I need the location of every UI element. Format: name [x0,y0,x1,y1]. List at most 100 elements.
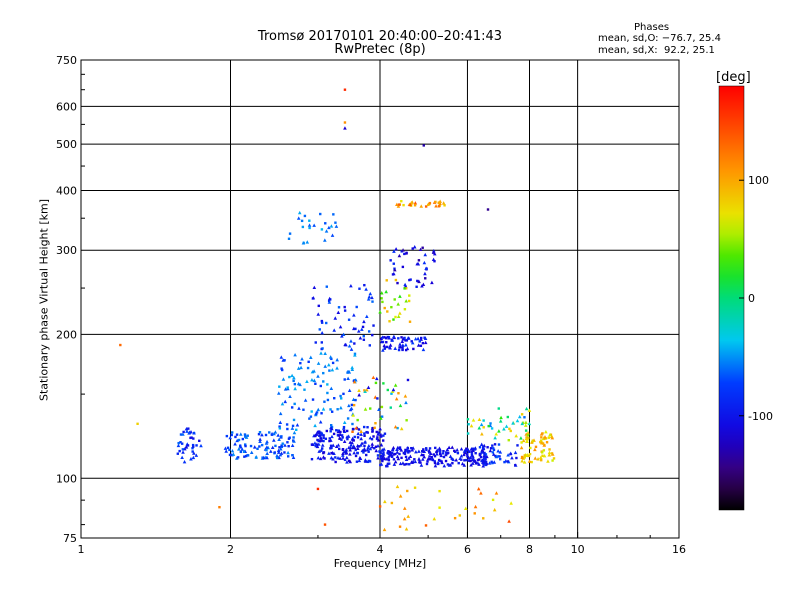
data-point [494,491,499,495]
data-point [448,454,453,458]
data-point [398,344,403,349]
data-point [265,455,269,460]
data-point [278,420,283,425]
data-point [406,489,409,493]
data-point [179,433,183,436]
data-point [421,341,425,345]
data-point [498,455,501,458]
data-point [258,437,262,441]
data-point [349,347,354,351]
data-point [374,445,378,448]
data-point [398,342,402,346]
legend-x-stats: mean, sd,X: 92.2, 25.1 [598,45,715,56]
data-point [524,406,529,411]
data-point [351,422,354,426]
data-point [396,456,401,461]
data-point [278,447,283,451]
y-tick-label: 200 [56,328,77,341]
data-point [297,210,302,215]
data-point [363,432,366,435]
data-point [276,433,280,437]
data-point [344,452,348,455]
data-point [347,388,352,392]
data-point [375,437,379,441]
data-point [493,436,497,440]
data-point [379,339,384,344]
data-point [343,342,347,347]
data-point [401,265,405,269]
data-point [388,346,392,350]
data-point [389,452,393,457]
data-point [386,335,389,339]
data-point [494,432,499,436]
data-point [256,447,259,450]
data-point [299,361,302,365]
data-point [417,449,421,453]
data-point [319,212,322,216]
data-point [317,304,320,308]
data-point [459,454,464,458]
x-tick-label: 2 [227,543,234,556]
data-point [422,455,427,459]
data-point [450,445,455,449]
data-point [349,283,353,288]
data-point [333,316,338,320]
data-point [331,443,335,447]
data-point [185,429,189,433]
data-point [315,411,319,414]
data-point [347,403,351,408]
data-point [433,260,436,263]
data-point [183,447,187,451]
data-point [548,448,551,451]
data-point [329,408,332,411]
data-point [320,449,323,452]
data-point [390,455,394,458]
data-point [316,312,321,316]
data-point [198,439,201,443]
data-point [325,285,328,288]
data-point [319,440,322,443]
data-point [334,221,337,224]
data-point [181,448,185,451]
data-point [283,443,287,447]
data-point [370,295,374,300]
data-point [362,319,366,324]
data-point [471,454,475,458]
data-point [439,453,443,458]
data-point [336,408,339,411]
data-point [388,320,391,323]
data-point [249,450,254,455]
data-point [366,385,371,389]
data-point [523,416,526,419]
data-point [524,436,529,441]
data-point [550,452,555,456]
data-point [507,438,510,442]
data-point [465,447,468,450]
data-point [353,435,356,439]
data-point [291,455,296,460]
data-point [382,343,387,348]
x-tick-label: 1 [78,543,85,556]
data-point [396,204,401,208]
data-point [349,443,353,447]
data-point [471,461,475,465]
data-point [358,287,361,290]
data-point [309,355,313,359]
data-point [392,318,395,321]
data-point [401,248,405,252]
data-point [388,343,393,347]
data-point [527,453,531,458]
data-point [218,505,221,509]
data-point [393,459,398,464]
data-point [451,462,454,465]
data-point [290,406,294,409]
data-point [382,447,386,451]
data-point [230,433,233,437]
data-point [237,438,241,442]
data-point [371,375,376,380]
data-point [300,357,304,361]
data-point [519,436,523,440]
data-point [343,309,347,312]
data-point [312,378,317,383]
data-point [192,431,196,435]
